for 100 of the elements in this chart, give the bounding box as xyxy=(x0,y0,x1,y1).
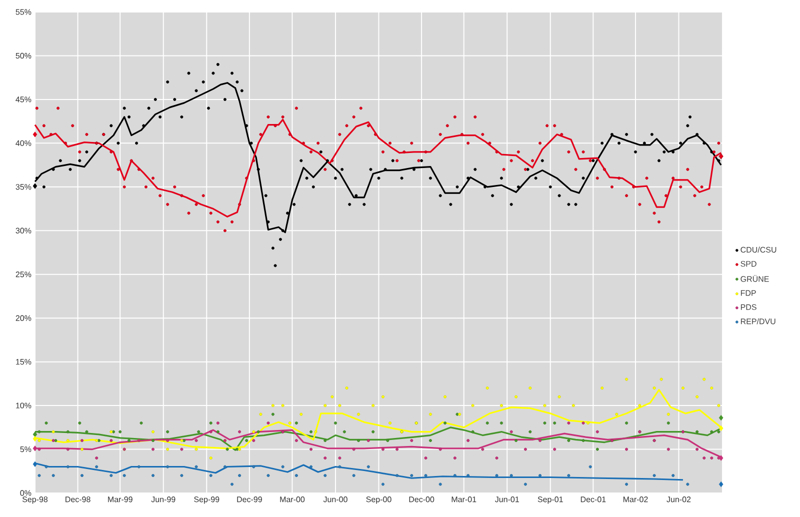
point xyxy=(396,474,399,478)
point xyxy=(166,430,170,434)
point xyxy=(514,395,518,398)
point xyxy=(310,465,313,468)
point xyxy=(152,448,155,451)
point xyxy=(266,474,270,478)
point xyxy=(38,430,41,434)
y-tick-label: 35% xyxy=(16,184,32,190)
point xyxy=(32,132,38,138)
point xyxy=(80,448,84,451)
point xyxy=(596,430,599,434)
point xyxy=(471,430,474,434)
x-tick-label: Jun-01 xyxy=(495,496,519,502)
point xyxy=(216,422,220,425)
x-tick-label: Sep-99 xyxy=(194,496,220,504)
y-tick-label: 45% xyxy=(16,96,32,102)
y-tick-label: 50% xyxy=(16,52,32,59)
point xyxy=(238,430,242,434)
point xyxy=(696,448,699,451)
point xyxy=(510,430,513,434)
x-tick-label: Sep-00 xyxy=(366,496,392,504)
point xyxy=(259,412,262,416)
point xyxy=(638,404,642,408)
point xyxy=(567,474,570,478)
point xyxy=(166,439,170,442)
point xyxy=(95,465,98,468)
point xyxy=(252,439,256,442)
point xyxy=(180,474,184,478)
y-tick-label: 20% xyxy=(16,315,32,321)
point xyxy=(352,474,356,478)
point xyxy=(625,422,628,425)
point xyxy=(495,456,498,460)
point xyxy=(458,412,462,416)
point xyxy=(324,456,327,460)
point xyxy=(366,465,370,468)
legend-label: FDP xyxy=(740,290,756,296)
point xyxy=(686,482,690,486)
point xyxy=(702,378,706,381)
x-tick-label: Dec-00 xyxy=(409,496,434,502)
point xyxy=(288,422,292,425)
point xyxy=(453,474,456,478)
y-tick-label: 15% xyxy=(16,359,32,365)
point xyxy=(338,404,342,408)
point xyxy=(481,448,484,451)
point xyxy=(294,422,298,425)
point xyxy=(696,430,699,434)
point xyxy=(226,448,229,451)
point xyxy=(238,474,242,478)
point xyxy=(238,448,242,451)
point xyxy=(466,474,470,478)
point xyxy=(271,412,274,416)
point xyxy=(524,448,527,451)
point xyxy=(216,430,220,434)
point xyxy=(345,386,348,390)
point xyxy=(66,465,70,468)
point xyxy=(338,465,342,468)
point xyxy=(330,395,334,398)
point xyxy=(256,430,260,434)
point xyxy=(410,439,414,442)
point xyxy=(38,474,41,478)
point xyxy=(466,439,470,442)
point xyxy=(553,448,556,451)
point xyxy=(666,448,670,451)
point xyxy=(44,422,48,425)
point xyxy=(122,474,126,478)
point xyxy=(500,404,503,408)
point xyxy=(54,439,58,442)
point xyxy=(717,404,720,408)
point xyxy=(660,378,663,381)
point xyxy=(510,474,513,478)
point xyxy=(388,422,392,425)
point xyxy=(137,465,140,468)
point xyxy=(166,448,170,451)
point xyxy=(710,430,714,434)
point xyxy=(166,465,170,468)
x-tick-label: Dec-99 xyxy=(237,496,262,502)
point xyxy=(252,465,256,468)
y-tick-label: 25% xyxy=(16,272,32,278)
point xyxy=(615,412,618,416)
legend-label: SPD xyxy=(740,260,756,267)
point xyxy=(324,474,327,478)
point xyxy=(428,412,432,416)
point xyxy=(112,430,116,434)
point xyxy=(386,439,390,442)
point xyxy=(194,448,198,451)
point xyxy=(666,422,670,425)
point xyxy=(310,430,313,434)
point xyxy=(52,430,55,434)
point xyxy=(588,465,592,468)
point xyxy=(438,448,442,451)
point xyxy=(324,404,327,408)
point xyxy=(342,430,346,434)
point xyxy=(294,439,298,442)
point xyxy=(194,465,198,468)
point xyxy=(236,448,239,451)
point xyxy=(252,430,256,434)
point xyxy=(372,430,375,434)
point xyxy=(230,482,234,486)
legend-label: PDS xyxy=(740,304,756,310)
y-tick-label: 0% xyxy=(20,490,32,496)
